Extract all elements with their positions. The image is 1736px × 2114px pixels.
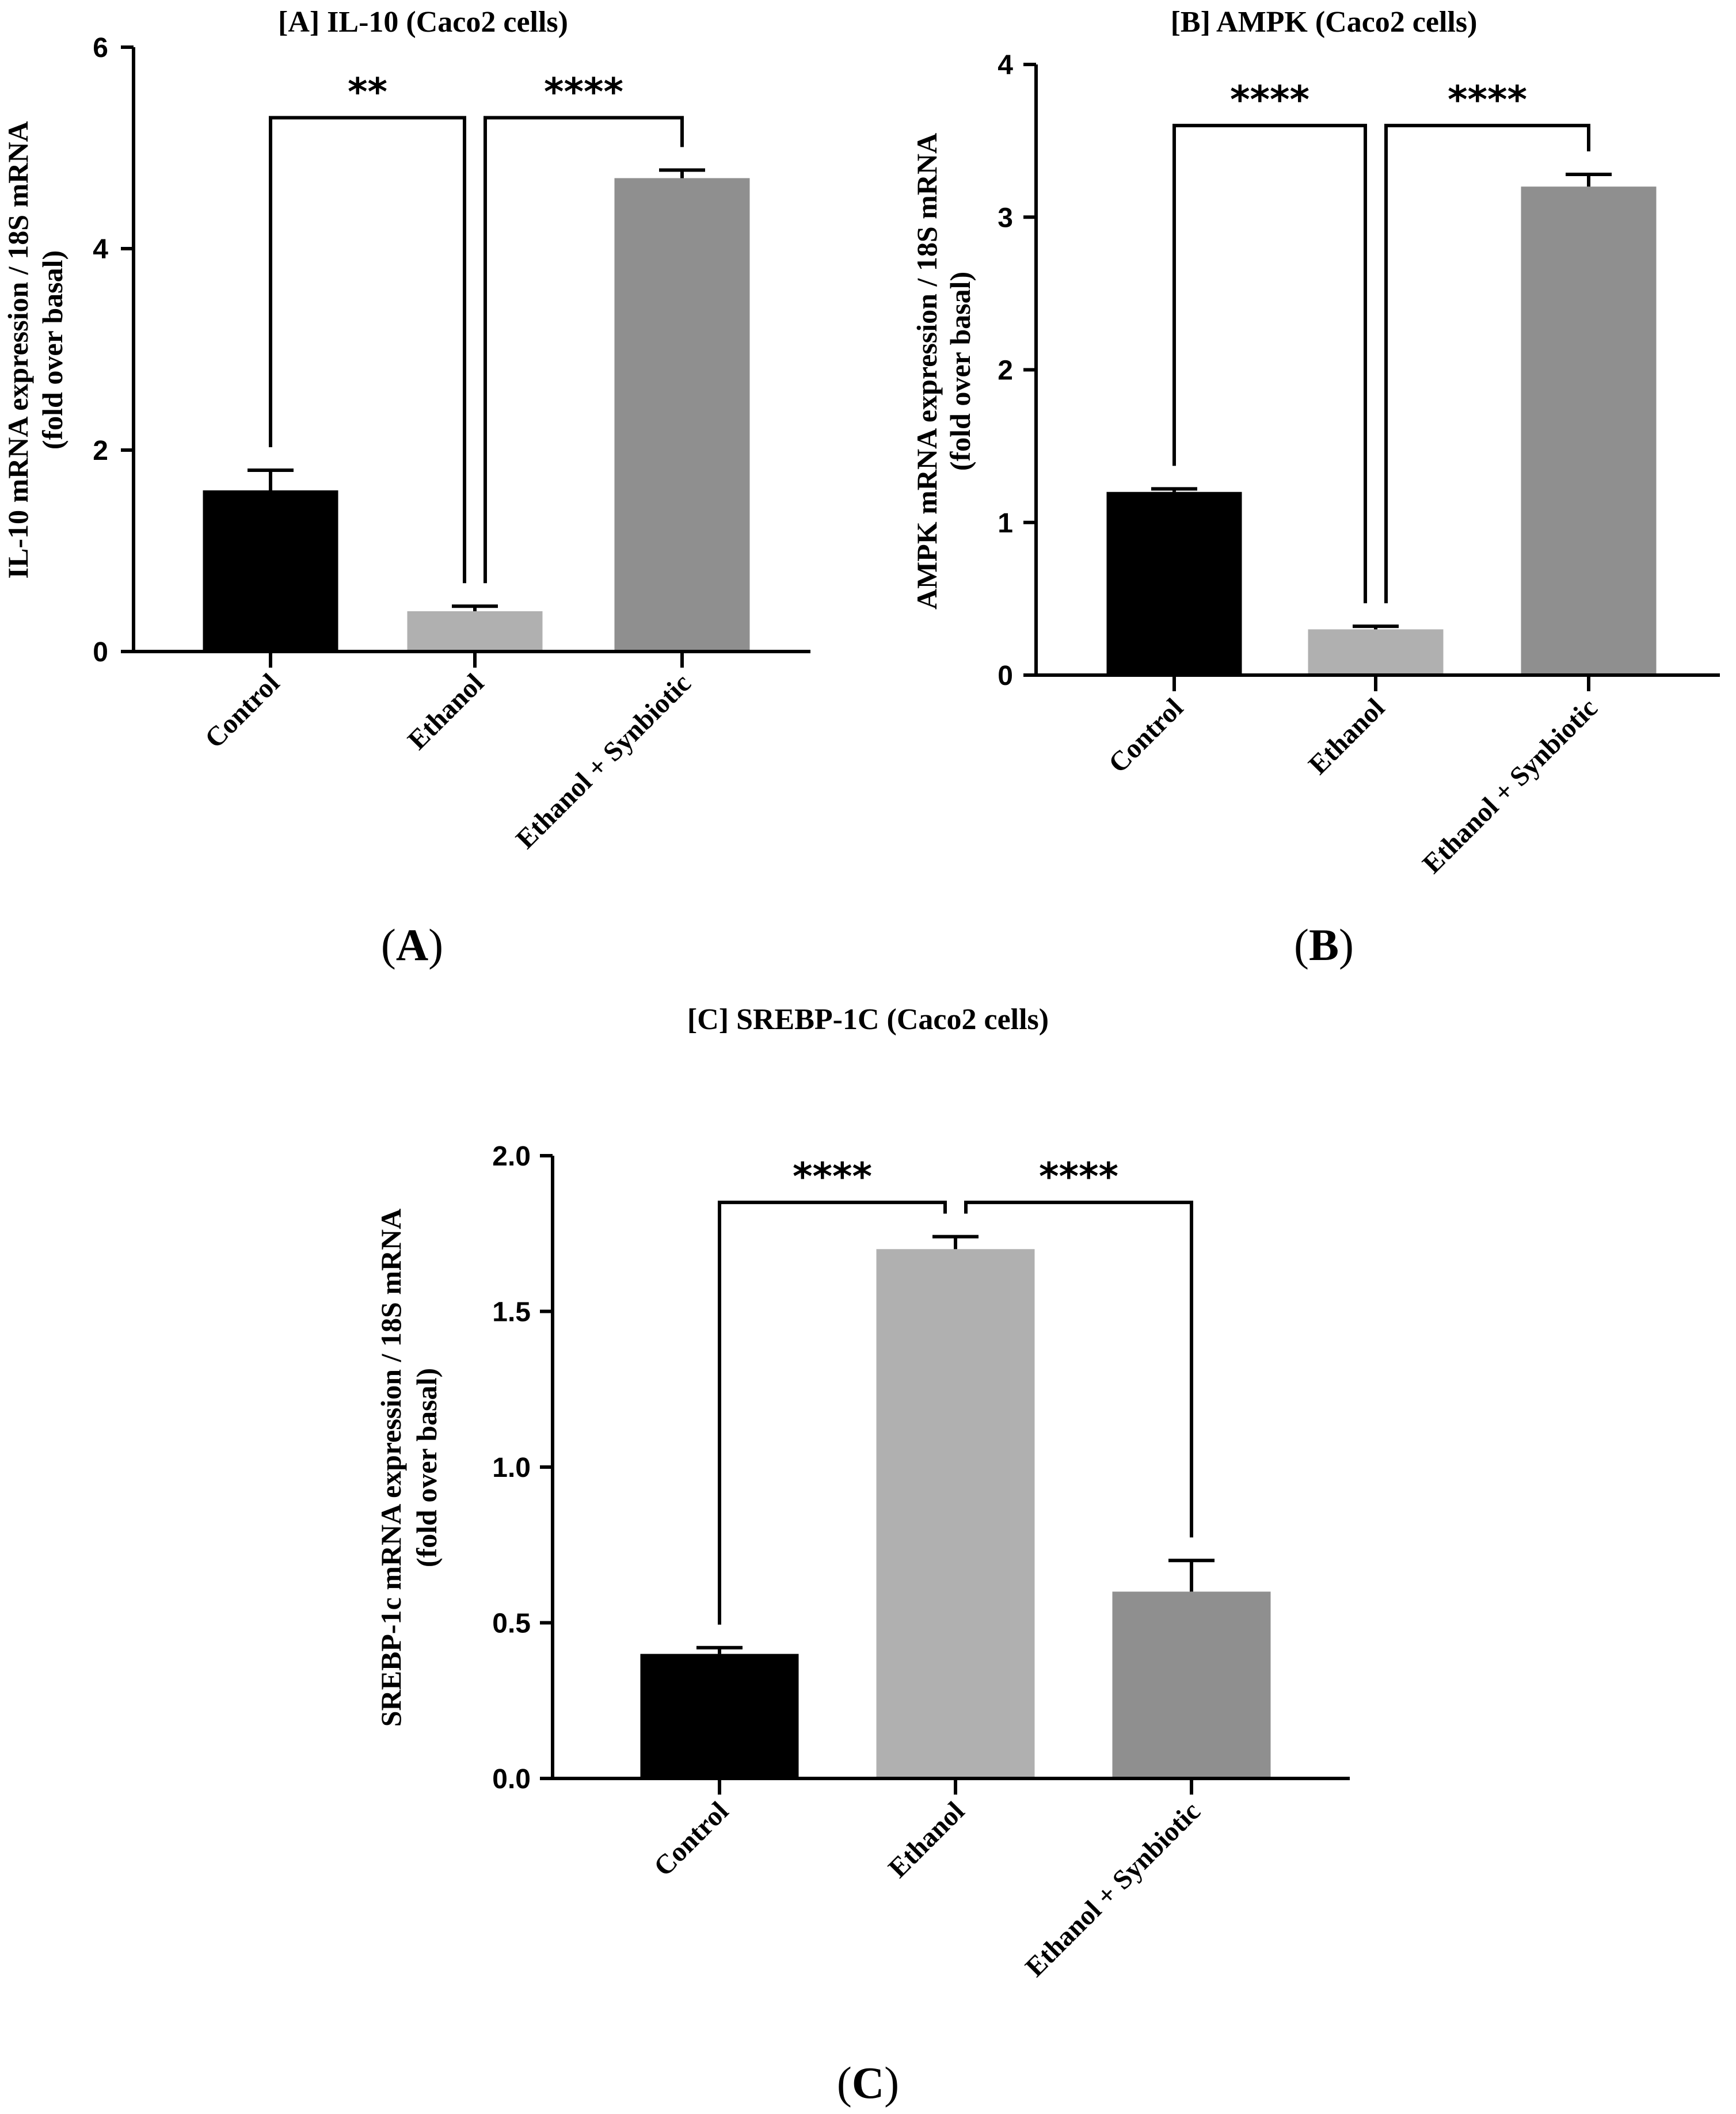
panel-label-open: (: [381, 920, 396, 970]
panel-a: [A] IL-10 (Caco2 cells) IL-10 mRNA expres…: [2, 6, 810, 970]
bar: [1106, 492, 1242, 675]
significance-label: ****: [1448, 78, 1527, 122]
bar: [1112, 1591, 1271, 1778]
significance-label: ****: [793, 1155, 872, 1199]
significance-bracket: [718, 1201, 947, 1625]
bar: [640, 1654, 799, 1778]
y-tick-label: 2.0: [492, 1141, 531, 1172]
panel-label-close: ): [884, 2058, 899, 2108]
y-tick-label: 2: [93, 436, 108, 466]
bar: [1521, 186, 1657, 675]
panel-label-open: (: [1294, 920, 1309, 970]
y-tick-label: 3: [998, 203, 1013, 233]
category-label: Control: [1103, 692, 1189, 779]
y-axis-sublabel: (fold over basal): [36, 250, 68, 450]
significance-bracket: [269, 116, 466, 584]
y-axis-sublabel: (fold over basal): [944, 272, 976, 471]
y-tick-label: 1.5: [492, 1297, 531, 1328]
significance-bracket: [1172, 124, 1367, 604]
panel-b: [B] AMPK (Caco2 cells) AMPK mRNA expressi…: [911, 6, 1720, 970]
bar: [1308, 629, 1444, 675]
panel-label-letter: A: [396, 920, 428, 970]
panel-label-close: ): [428, 920, 443, 970]
panel-c: [C] SREBP-1C (Caco2 cells) SREBP-1c mRNA …: [375, 1003, 1350, 2108]
y-tick-label: 1: [998, 508, 1013, 539]
panel-label: (B): [1294, 920, 1354, 970]
significance-bracket: [484, 116, 684, 584]
y-axis-sublabel: (fold over basal): [410, 1368, 443, 1567]
category-label: Ethanol + Synbiotic: [1417, 692, 1604, 879]
chart-title: [C] SREBP-1C (Caco2 cells): [687, 1003, 1049, 1036]
panel-label-open: (: [837, 2058, 852, 2108]
y-axis-label: SREBP-1c mRNA expression / 18S mRNA: [375, 1209, 407, 1727]
panel-label-letter: B: [1309, 920, 1339, 970]
bar: [614, 178, 750, 652]
y-tick-label: 1.0: [492, 1453, 531, 1483]
significance-bracket: [964, 1201, 1193, 1538]
chart-title: [B] AMPK (Caco2 cells): [1171, 6, 1478, 39]
significance-label: ****: [544, 70, 623, 115]
bar: [876, 1249, 1035, 1778]
category-label: Ethanol + Synbiotic: [510, 668, 697, 855]
chart-title: [A] IL-10 (Caco2 cells): [278, 6, 568, 39]
significance-label: ****: [1230, 78, 1309, 122]
category-label: Ethanol: [1303, 692, 1391, 780]
bar: [407, 611, 543, 652]
category-label: Control: [199, 668, 285, 754]
significance-label: ****: [1039, 1155, 1118, 1199]
y-tick-label: 0: [93, 637, 108, 668]
panel-label: (A): [381, 920, 443, 970]
y-axis-label: AMPK mRNA expression / 18S mRNA: [911, 133, 943, 610]
bar: [203, 490, 338, 652]
y-tick-label: 4: [998, 50, 1013, 81]
panel-label: (C): [837, 2058, 899, 2108]
category-label: Control: [648, 1796, 734, 1882]
category-label: Ethanol + Synbiotic: [1019, 1796, 1206, 1983]
y-tick-label: 0.0: [492, 1764, 531, 1795]
category-label: Ethanol: [402, 668, 490, 756]
y-tick-label: 0: [998, 661, 1013, 691]
y-tick-label: 6: [93, 33, 108, 63]
y-tick-label: 0.5: [492, 1609, 531, 1639]
panel-label-letter: C: [852, 2058, 884, 2108]
y-axis-label: IL-10 mRNA expression / 18S mRNA: [2, 121, 34, 579]
y-tick-label: 4: [93, 234, 108, 265]
significance-bracket: [1384, 124, 1590, 604]
y-tick-label: 2: [998, 356, 1013, 386]
significance-label: **: [348, 70, 387, 115]
panel-label-close: ): [1339, 920, 1354, 970]
category-label: Ethanol: [882, 1796, 970, 1884]
